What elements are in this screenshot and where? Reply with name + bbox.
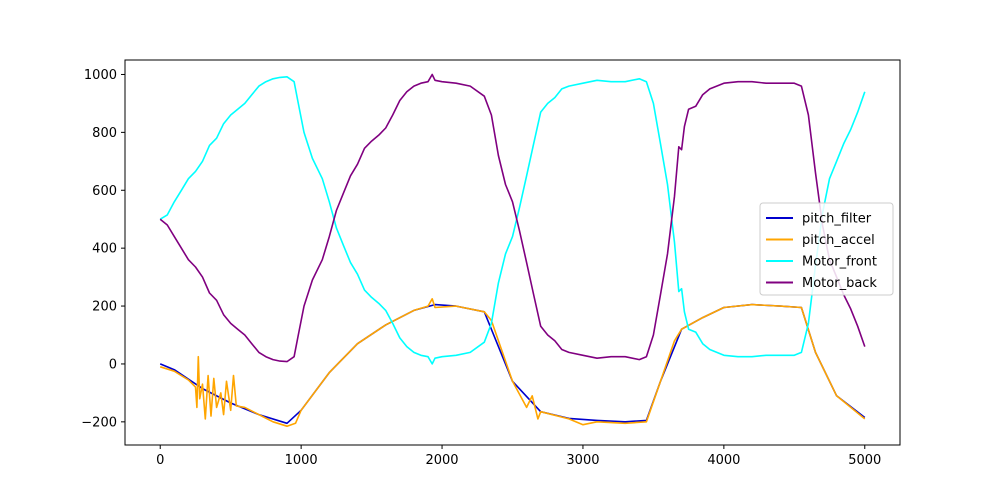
x-axis: 0 1000 2000 3000 4000 5000 xyxy=(156,445,881,468)
legend-label-motor-front: Motor_front xyxy=(802,255,877,270)
x-tick-label: 1000 xyxy=(285,453,318,468)
series-line-pitch-accel xyxy=(159,297,866,428)
y-tick-label: −200 xyxy=(81,415,117,430)
series-line-motor-front xyxy=(159,76,866,365)
series-line-motor-back xyxy=(159,73,866,363)
x-tick-label: 3000 xyxy=(566,453,599,468)
y-axis: −200 0 200 400 600 800 1000 xyxy=(81,68,125,430)
plot-area-frame xyxy=(124,59,901,446)
y-tick-label: 800 xyxy=(92,126,117,141)
legend-label-motor-back: Motor_back xyxy=(802,276,877,291)
x-tick-label: 0 xyxy=(156,453,164,468)
x-tick-label: 5000 xyxy=(848,453,881,468)
y-tick-label: 0 xyxy=(109,357,117,372)
legend-label-pitch-filter: pitch_filter xyxy=(802,212,872,227)
x-tick-label: 4000 xyxy=(707,453,740,468)
legend-label-pitch-accel: pitch_accel xyxy=(802,233,875,248)
y-tick-label: 600 xyxy=(92,184,117,199)
y-tick-label: 200 xyxy=(92,300,117,315)
legend: pitch_filter pitch_accel Motor_front Motor_… xyxy=(759,202,894,296)
legend-box xyxy=(759,202,894,296)
y-tick-label: 1000 xyxy=(84,68,117,83)
series-layer xyxy=(159,73,866,428)
x-tick-label: 2000 xyxy=(425,453,458,468)
y-tick-label: 400 xyxy=(92,242,117,257)
